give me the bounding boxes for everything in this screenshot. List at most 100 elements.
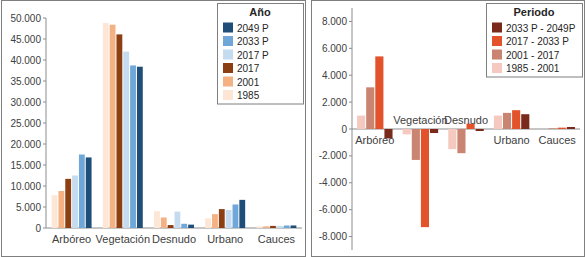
legend-label: 2017 P — [237, 50, 269, 61]
legend-label: 2001 - 2017 — [506, 50, 560, 61]
bar — [357, 116, 365, 129]
y-tick — [43, 144, 46, 145]
y-tick — [43, 18, 46, 19]
bar — [284, 225, 290, 228]
bar — [233, 204, 239, 228]
category-label: Desnudo — [152, 233, 196, 245]
bar — [154, 211, 160, 228]
category-label: Urbano — [494, 134, 530, 146]
bar — [65, 179, 71, 228]
y-tick — [43, 165, 46, 166]
panel-frame — [312, 1, 585, 257]
bar — [503, 113, 511, 129]
bar — [366, 87, 374, 129]
legend: Año 2049 P 2033 P 2017 P 2017 2001 1985 — [218, 4, 304, 105]
y-tick-label: 6.000 — [322, 43, 347, 54]
y-tick — [349, 75, 352, 76]
legend-swatch — [492, 36, 502, 46]
bar — [375, 56, 383, 129]
legend-label: 2033 P - 2049P — [506, 23, 576, 34]
y-tick-label: -2.000 — [319, 150, 348, 161]
bar — [205, 218, 211, 228]
y-tick-label: 45.000 — [10, 34, 41, 45]
legend-label: 2001 — [237, 77, 260, 88]
chart-panel: 05.00010.00015.00020.00025.00030.00035.0… — [2, 1, 306, 257]
y-tick-label: -6.000 — [319, 204, 348, 215]
bar — [175, 212, 181, 228]
bar — [567, 127, 575, 129]
bar — [430, 129, 438, 133]
bar — [212, 214, 218, 228]
bar — [226, 210, 232, 228]
bar — [181, 224, 187, 228]
y-tick-label: 10.000 — [10, 181, 41, 192]
bar — [421, 129, 429, 227]
bar — [476, 129, 484, 131]
y-tick-label: 0 — [341, 124, 347, 135]
y-tick-label: 25.000 — [10, 118, 41, 129]
bar — [412, 129, 420, 160]
y-tick-label: 4.000 — [322, 70, 347, 81]
bar — [457, 129, 465, 153]
bar — [86, 157, 92, 228]
bar — [103, 23, 109, 228]
y-tick-label: 40.000 — [10, 55, 41, 66]
category-label: Desnudo — [444, 114, 488, 126]
legend-swatch — [492, 50, 502, 60]
bar — [239, 200, 245, 228]
legend-title: Periodo — [514, 6, 555, 18]
y-tick-label: 50.000 — [10, 13, 41, 24]
bar — [123, 52, 129, 228]
y-tick-label: 2.000 — [322, 97, 347, 108]
legend-title: Año — [249, 6, 271, 18]
legend-swatch — [492, 23, 502, 33]
bar — [116, 34, 122, 228]
legend-label: 2033 P — [237, 36, 269, 47]
bar — [448, 129, 456, 149]
legend-swatch — [223, 50, 233, 60]
legend-label: 1985 — [237, 90, 260, 101]
y-tick — [43, 81, 46, 82]
y-tick — [43, 102, 46, 103]
bar — [512, 110, 520, 129]
category-label: Cauces — [539, 134, 577, 146]
category-label: Vegetación — [96, 233, 150, 245]
panel-frame — [2, 1, 306, 257]
y-tick — [349, 182, 352, 183]
y-tick — [43, 207, 46, 208]
y-tick — [349, 102, 352, 103]
y-tick — [43, 39, 46, 40]
legend-swatch — [223, 36, 233, 46]
legend-label: 1985 - 2001 — [506, 63, 560, 74]
legend-label: 2049 P — [237, 23, 269, 34]
bar — [219, 209, 225, 228]
y-tick-label: 15.000 — [10, 160, 41, 171]
bar — [521, 114, 529, 129]
legend-swatch — [492, 63, 502, 73]
bar — [291, 225, 297, 228]
legend-swatch — [223, 77, 233, 87]
y-tick-label: -4.000 — [319, 177, 348, 188]
y-tick — [43, 123, 46, 124]
bar — [558, 128, 566, 129]
bar — [549, 128, 557, 130]
y-tick — [349, 48, 352, 49]
bar — [110, 25, 116, 228]
y-tick — [349, 155, 352, 156]
legend-label: 2017 - 2033 P — [506, 36, 569, 47]
legend-label: 2017 — [237, 63, 260, 74]
legend-swatch — [223, 23, 233, 33]
bar — [539, 129, 547, 130]
category-label: Arbóreo — [52, 233, 91, 245]
y-tick-label: 5.000 — [16, 202, 41, 213]
y-tick-label: 20.000 — [10, 139, 41, 150]
y-tick — [43, 228, 46, 229]
bar — [52, 195, 58, 228]
bar — [256, 226, 262, 228]
legend-frame — [218, 4, 304, 105]
y-tick — [43, 60, 46, 61]
legend-frame — [487, 4, 583, 78]
bar — [161, 218, 167, 229]
legend-swatch — [223, 63, 233, 73]
category-label: Urbano — [207, 233, 243, 245]
